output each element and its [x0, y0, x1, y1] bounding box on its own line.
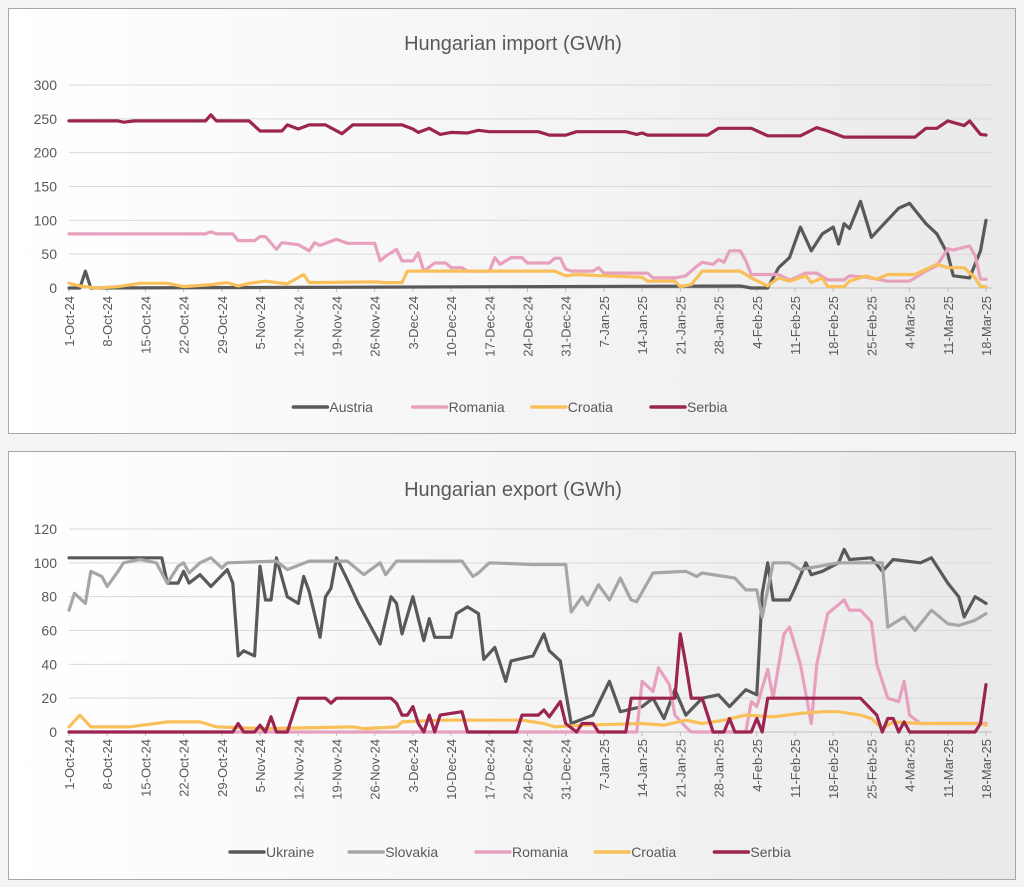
- series-line-romania: [67, 598, 988, 734]
- x-tick-label: 18-Feb-25: [826, 739, 841, 799]
- x-tick-label: 21-Jan-25: [673, 739, 688, 798]
- x-tick-label: 14-Jan-25: [635, 296, 650, 355]
- x-tick-label: 10-Dec-24: [444, 296, 459, 357]
- x-tick-label: 12-Nov-24: [291, 739, 306, 800]
- x-tick-label: 21-Jan-25: [673, 296, 688, 355]
- y-tick-label: 80: [41, 589, 57, 605]
- x-tick-label: 22-Oct-24: [177, 739, 192, 797]
- x-tick-label: 25-Feb-25: [864, 739, 879, 799]
- y-tick-label: 200: [34, 145, 58, 161]
- x-tick-label: 4-Feb-25: [750, 739, 765, 792]
- export-chart-panel: Hungarian export (GWh) 0 20 40 60 80 100 120 1-…: [8, 451, 1016, 880]
- x-tick-label: 26-Nov-24: [368, 296, 383, 357]
- x-tick-label: 10-Dec-24: [444, 739, 459, 800]
- legend-label-croatia: Croatia: [631, 844, 676, 860]
- x-tick-label: 19-Nov-24: [329, 296, 344, 357]
- x-tick-label: 28-Jan-25: [712, 739, 727, 798]
- x-tick-label: 31-Dec-24: [559, 296, 574, 357]
- x-tick-label: 24-Dec-24: [521, 296, 536, 357]
- y-tick-label: 250: [34, 111, 58, 127]
- legend-label-serbia: Serbia: [750, 844, 791, 860]
- x-tick-label: 7-Jan-25: [597, 296, 612, 347]
- series-line-croatia: [67, 262, 988, 290]
- x-tick-label: 26-Nov-24: [368, 739, 383, 800]
- x-tick-label: 1-Oct-24: [62, 739, 77, 790]
- legend-label-romania: Romania: [512, 844, 568, 860]
- x-tick-label: 18-Mar-25: [979, 296, 994, 356]
- chart-title: Hungarian import (GWh): [404, 33, 622, 55]
- y-tick-label: 60: [41, 623, 57, 639]
- x-tick-label: 3-Dec-24: [406, 739, 421, 792]
- series-line-austria: [67, 199, 988, 290]
- x-tick-label: 11-Mar-25: [941, 739, 956, 798]
- x-tick-label: 25-Feb-25: [864, 296, 879, 356]
- y-tick-label: 20: [41, 690, 57, 706]
- series-line-ukraine: [67, 547, 988, 726]
- legend-label-serbia: Serbia: [687, 399, 728, 415]
- x-tick-label: 24-Dec-24: [521, 739, 536, 800]
- legend-label-austria: Austria: [329, 399, 373, 415]
- series-line-slovakia: [67, 556, 988, 633]
- y-tick-label: 40: [41, 656, 57, 672]
- export-chart: Hungarian export (GWh) 0 20 40 60 80 100 120 1-…: [34, 479, 994, 860]
- x-tick-label: 4-Mar-25: [903, 739, 918, 792]
- x-tick-label: 17-Dec-24: [482, 296, 497, 357]
- y-tick-label: 100: [34, 555, 58, 571]
- x-tick-label: 11-Mar-25: [941, 296, 956, 355]
- y-tick-label: 50: [41, 246, 57, 262]
- y-tick-label: 0: [49, 280, 57, 296]
- import-chart: Hungarian import (GWh) 0 50 100 150 200 250 30…: [34, 33, 994, 415]
- series-line-serbia: [67, 632, 988, 734]
- x-tick-label: 31-Dec-24: [559, 739, 574, 800]
- x-tick-label: 7-Jan-25: [597, 739, 612, 790]
- series-line-romania: [67, 230, 988, 283]
- x-tick-label: 14-Jan-25: [635, 739, 650, 798]
- legend-label-croatia: Croatia: [568, 399, 613, 415]
- x-tick-label: 28-Jan-25: [712, 296, 727, 355]
- y-tick-label: 150: [34, 179, 58, 195]
- x-tick-label: 15-Oct-24: [138, 739, 153, 797]
- chart-title: Hungarian export (GWh): [404, 479, 622, 501]
- legend-label-slovakia: Slovakia: [385, 844, 438, 860]
- x-tick-label: 1-Oct-24: [62, 296, 77, 347]
- x-tick-label: 12-Nov-24: [291, 296, 306, 357]
- series-line-serbia: [67, 113, 988, 139]
- x-tick-label: 29-Oct-24: [215, 739, 230, 797]
- x-tick-label: 3-Dec-24: [406, 296, 421, 349]
- x-tick-label: 11-Feb-25: [788, 739, 803, 798]
- y-tick-label: 0: [49, 724, 57, 740]
- y-tick-label: 120: [34, 521, 58, 537]
- x-tick-label: 11-Feb-25: [788, 296, 803, 355]
- y-tick-label: 300: [34, 77, 58, 93]
- series-line-croatia: [67, 710, 988, 731]
- x-tick-label: 29-Oct-24: [215, 296, 230, 354]
- x-tick-label: 5-Nov-24: [253, 739, 268, 792]
- x-tick-label: 18-Mar-25: [979, 739, 994, 799]
- x-tick-label: 22-Oct-24: [177, 296, 192, 354]
- x-tick-label: 15-Oct-24: [138, 296, 153, 354]
- x-tick-label: 5-Nov-24: [253, 296, 268, 349]
- legend-label-ukraine: Ukraine: [266, 844, 314, 860]
- x-tick-label: 8-Oct-24: [100, 296, 115, 347]
- x-tick-label: 18-Feb-25: [826, 296, 841, 356]
- x-tick-label: 19-Nov-24: [329, 739, 344, 800]
- x-tick-label: 8-Oct-24: [100, 739, 115, 790]
- y-tick-label: 100: [34, 212, 58, 228]
- x-tick-label: 4-Feb-25: [750, 296, 765, 349]
- import-chart-panel: Hungarian import (GWh) 0 50 100 150 200 250 30…: [8, 8, 1016, 434]
- x-tick-label: 17-Dec-24: [482, 739, 497, 800]
- x-tick-label: 4-Mar-25: [903, 296, 918, 349]
- legend-label-romania: Romania: [449, 399, 505, 415]
